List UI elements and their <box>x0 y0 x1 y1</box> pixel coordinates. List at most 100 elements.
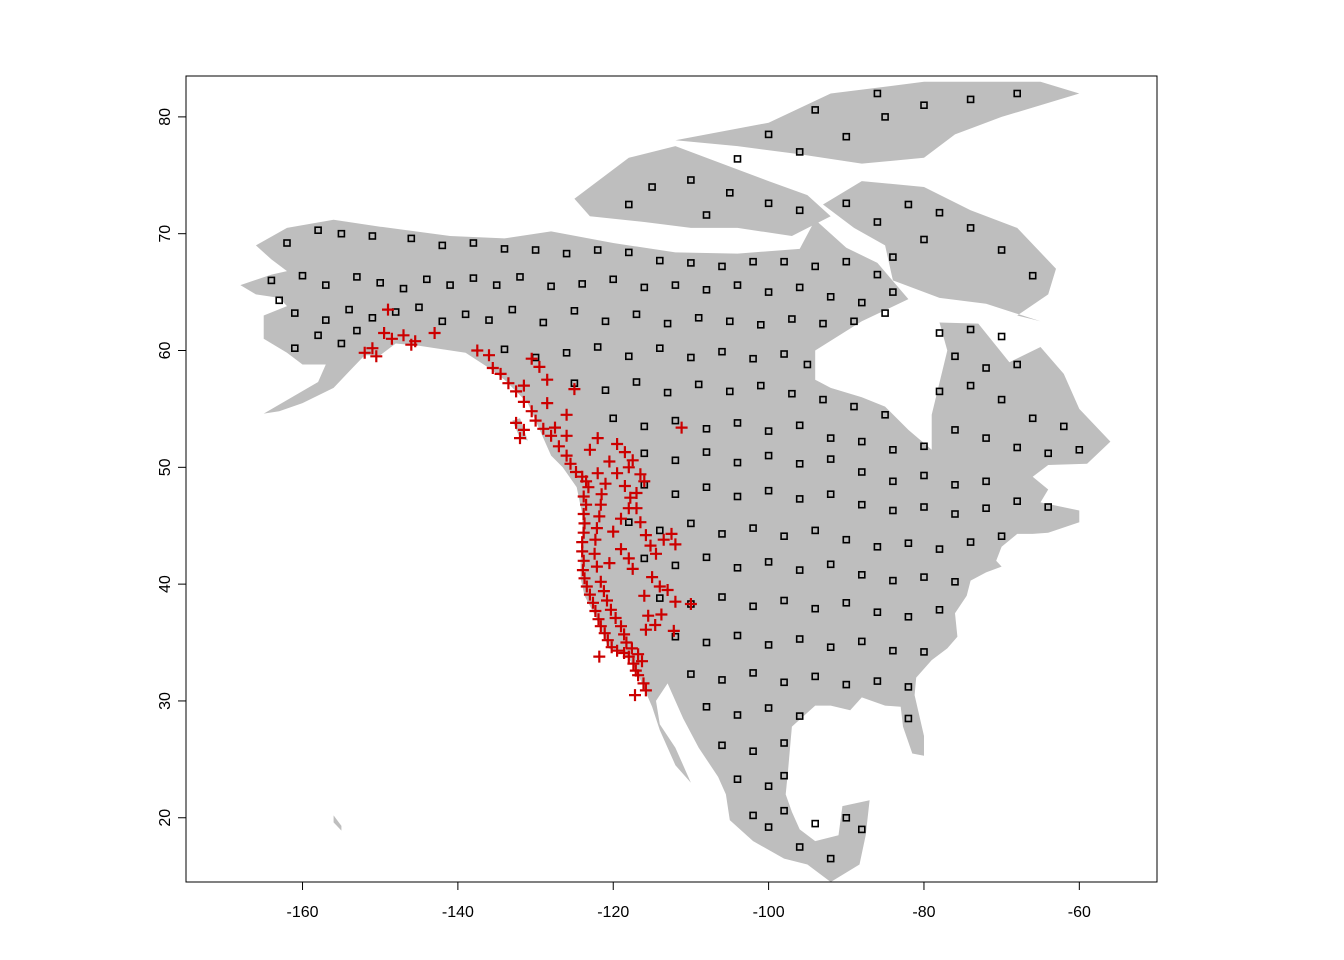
data-point <box>638 589 651 602</box>
data-point <box>663 388 672 397</box>
data-point <box>609 612 622 624</box>
data-point <box>624 491 637 504</box>
data-point <box>500 345 509 354</box>
data-point <box>378 327 391 339</box>
data-point <box>764 558 773 566</box>
data-point <box>795 495 804 503</box>
data-point <box>842 257 851 266</box>
data-point <box>920 471 928 480</box>
data-point <box>407 234 416 243</box>
data-point <box>646 571 659 584</box>
data-point <box>624 248 633 257</box>
data-point <box>314 331 322 340</box>
data-point <box>632 378 641 386</box>
data-point <box>598 627 611 640</box>
data-point <box>850 317 858 326</box>
data-point <box>982 364 990 372</box>
data-point <box>632 310 641 319</box>
data-point <box>951 480 959 489</box>
data-point <box>725 387 734 396</box>
data-point <box>589 605 602 617</box>
data-point <box>795 635 804 643</box>
data-point <box>749 524 757 532</box>
data-point <box>920 235 928 244</box>
data-point <box>568 383 581 396</box>
data-point <box>634 468 647 481</box>
data-point <box>529 414 542 427</box>
data-point <box>599 477 612 490</box>
data-point <box>702 638 711 647</box>
data-point <box>904 200 913 209</box>
data-point <box>663 319 672 328</box>
data-point <box>795 206 804 215</box>
y-tick-label: 70 <box>157 225 174 243</box>
data-point <box>780 257 788 266</box>
data-point <box>560 449 573 462</box>
data-point <box>630 487 643 499</box>
data-point <box>764 427 773 435</box>
data-point <box>639 529 652 542</box>
data-point <box>857 437 866 446</box>
data-point <box>640 283 649 292</box>
data-point <box>622 502 635 515</box>
data-point <box>637 677 650 690</box>
data-point <box>811 672 820 681</box>
data-point <box>920 442 928 451</box>
data-point <box>1013 497 1022 506</box>
data-point <box>842 813 851 822</box>
data-point <box>764 782 773 791</box>
data-point <box>764 288 773 296</box>
point-layer <box>267 89 1084 863</box>
data-point <box>1044 449 1052 458</box>
data-point <box>733 711 742 719</box>
data-point <box>517 395 530 408</box>
data-point <box>290 344 299 353</box>
data-point <box>638 475 651 488</box>
data-point <box>552 440 565 453</box>
data-point <box>780 806 788 815</box>
data-point <box>545 429 558 442</box>
data-point <box>298 271 307 280</box>
data-point <box>648 183 656 191</box>
data-point <box>539 318 548 327</box>
data-point <box>624 518 633 527</box>
data-point <box>594 498 607 511</box>
data-point <box>889 445 897 454</box>
data-point <box>997 332 1006 341</box>
data-point <box>687 353 695 362</box>
x-tick-label: -120 <box>597 904 629 921</box>
data-point <box>920 648 928 656</box>
data-point <box>562 249 571 258</box>
data-point <box>718 262 726 271</box>
data-point <box>881 113 889 121</box>
data-point <box>997 246 1006 254</box>
data-point <box>486 362 499 374</box>
data-point <box>951 352 959 361</box>
data-point <box>516 273 524 281</box>
data-point <box>618 628 631 641</box>
data-point <box>492 281 501 289</box>
data-point <box>749 669 757 677</box>
data-point <box>611 438 624 450</box>
data-point <box>644 539 657 552</box>
data-point <box>640 554 649 563</box>
data-point <box>997 395 1006 404</box>
data-point <box>826 490 835 499</box>
data-point <box>615 620 627 633</box>
data-point <box>749 747 757 756</box>
data-point <box>702 285 711 294</box>
data-point <box>321 281 330 289</box>
data-point <box>687 519 695 528</box>
x-axis: -160 -140 -120 -100 -80 -60 <box>287 881 1091 921</box>
data-point <box>611 467 624 480</box>
data-point <box>629 689 641 702</box>
land-polygon-4 <box>333 815 342 831</box>
data-point <box>531 246 540 254</box>
data-point <box>764 704 773 712</box>
data-point <box>826 292 835 301</box>
data-point <box>370 350 383 363</box>
data-point <box>904 683 913 691</box>
data-point <box>632 669 645 682</box>
data-point <box>290 309 299 317</box>
